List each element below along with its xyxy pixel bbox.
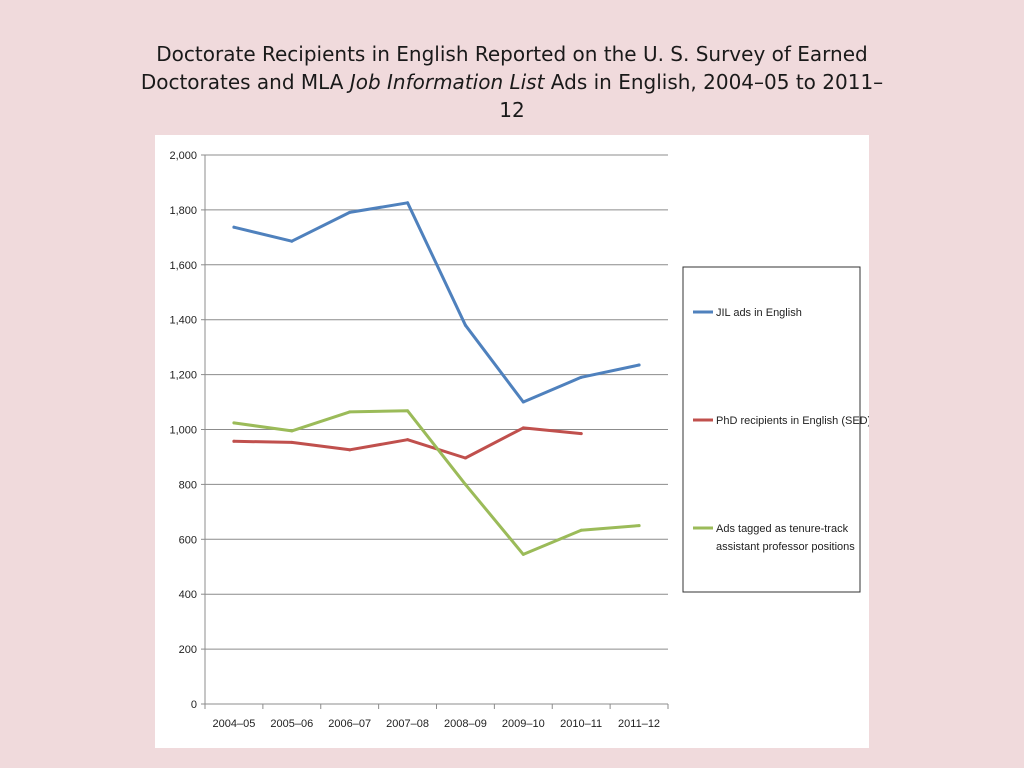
chart-title-part1: Doctorate Recipients in English Reported… xyxy=(140,42,868,94)
data-point xyxy=(348,410,352,414)
data-point xyxy=(463,482,467,486)
data-point xyxy=(521,400,525,404)
legend-label: PhD recipients in English (SED) xyxy=(716,415,869,427)
data-point xyxy=(463,323,467,327)
data-point xyxy=(579,528,583,532)
y-tick-label: 400 xyxy=(179,589,197,601)
series-lines xyxy=(232,201,641,556)
data-point xyxy=(637,524,641,528)
data-point xyxy=(579,432,583,436)
data-point xyxy=(290,440,294,444)
x-tick-label: 2006–07 xyxy=(328,718,371,730)
line-chart: 0 200 400 600 800 1,000 1,200 1,400 1,600 1,800 2,… xyxy=(169,150,869,730)
chart-title: Doctorate Recipients in English Reported… xyxy=(130,40,894,124)
series-line-2 xyxy=(232,426,583,460)
series-line-3 xyxy=(232,409,641,556)
data-point xyxy=(290,239,294,243)
y-tick-label: 1,600 xyxy=(169,260,197,272)
x-tick-label: 2008–09 xyxy=(444,718,487,730)
y-tick-label: 1,000 xyxy=(169,425,197,437)
legend-label: JIL ads in English xyxy=(716,307,802,319)
x-tick-label: 2004–05 xyxy=(213,718,256,730)
data-point xyxy=(348,448,352,452)
chart-title-part2: Ads in English, 2004–05 to 2011–12 xyxy=(499,70,884,122)
x-tick-label: 2011–12 xyxy=(618,718,660,730)
x-tick-label: 2010–11 xyxy=(560,718,602,730)
y-tick-label: 600 xyxy=(179,534,197,546)
y-tick-label: 1,400 xyxy=(169,315,197,327)
series-line-1 xyxy=(232,201,641,404)
legend: JIL ads in English PhD recipients in Engl… xyxy=(682,266,869,593)
legend-label: Ads tagged as tenure-track xyxy=(716,523,849,535)
axes: 0 200 400 600 800 1,000 1,200 1,400 1,600 1,800 2,… xyxy=(169,150,669,730)
y-tick-label: 0 xyxy=(191,699,197,711)
data-point xyxy=(521,426,525,430)
y-tick-label: 200 xyxy=(179,644,197,656)
x-tick-label: 2009–10 xyxy=(502,718,545,730)
legend-label: assistant professor positions xyxy=(716,541,855,553)
y-tick-label: 800 xyxy=(179,479,197,491)
chart-panel: 0 200 400 600 800 1,000 1,200 1,400 1,600 1,800 2,… xyxy=(155,135,869,748)
data-point xyxy=(463,456,467,460)
y-tick-label: 1,800 xyxy=(169,205,197,217)
chart-title-italic: Job Information List xyxy=(349,70,545,94)
data-point xyxy=(232,439,236,443)
y-tick-label: 2,000 xyxy=(169,150,197,162)
legend-box xyxy=(682,266,861,593)
data-point xyxy=(232,421,236,425)
data-point xyxy=(637,363,641,367)
y-tick-label: 1,200 xyxy=(169,370,197,382)
data-point xyxy=(521,552,525,556)
x-tick-label: 2007–08 xyxy=(386,718,429,730)
data-point xyxy=(232,225,236,229)
gridlines xyxy=(205,154,668,650)
data-point xyxy=(579,375,583,379)
data-point xyxy=(348,210,352,214)
data-point xyxy=(406,438,410,442)
data-point xyxy=(406,201,410,205)
x-tick-label: 2005–06 xyxy=(270,718,313,730)
data-point xyxy=(290,429,294,433)
data-point xyxy=(406,409,410,413)
